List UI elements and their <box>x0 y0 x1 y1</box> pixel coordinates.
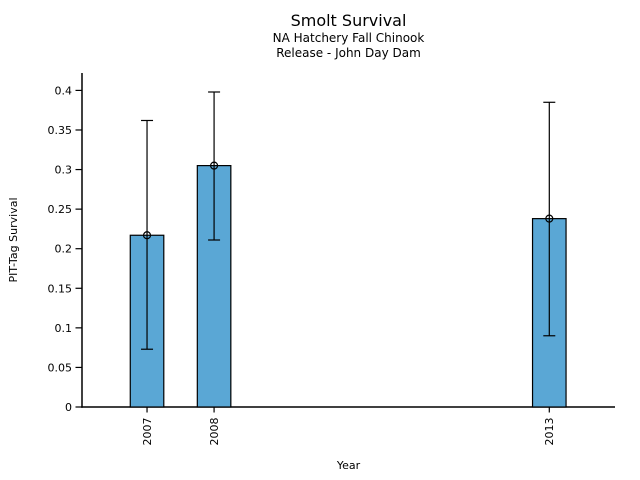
y-tick-label: 0.2 <box>55 243 73 256</box>
y-tick-label: 0.25 <box>48 203 73 216</box>
chart-subtitle-line2: Release - John Day Dam <box>276 46 421 60</box>
y-tick-label: 0.4 <box>55 84 73 97</box>
chart-title: Smolt Survival <box>290 11 407 30</box>
y-axis-label: PIT-Tag Survival <box>7 197 20 283</box>
y-tick-label: 0 <box>65 401 72 414</box>
point-marker-2013 <box>545 214 554 223</box>
x-tick-label: 2013 <box>543 418 556 446</box>
y-tick-label: 0.3 <box>55 164 73 177</box>
y-tick-label: 0.1 <box>55 322 73 335</box>
point-marker-2008 <box>209 161 219 170</box>
y-tick-label: 0.35 <box>48 124 73 137</box>
x-tick-label: 2007 <box>141 418 154 446</box>
y-tick-label: 0.15 <box>48 282 73 295</box>
x-axis-label: Year <box>336 459 361 472</box>
y-tick-label: 0.05 <box>48 361 73 374</box>
chart-subtitle-line1: NA Hatchery Fall Chinook <box>272 31 425 45</box>
point-marker-2007 <box>142 231 152 240</box>
x-tick-label: 2008 <box>208 418 221 446</box>
